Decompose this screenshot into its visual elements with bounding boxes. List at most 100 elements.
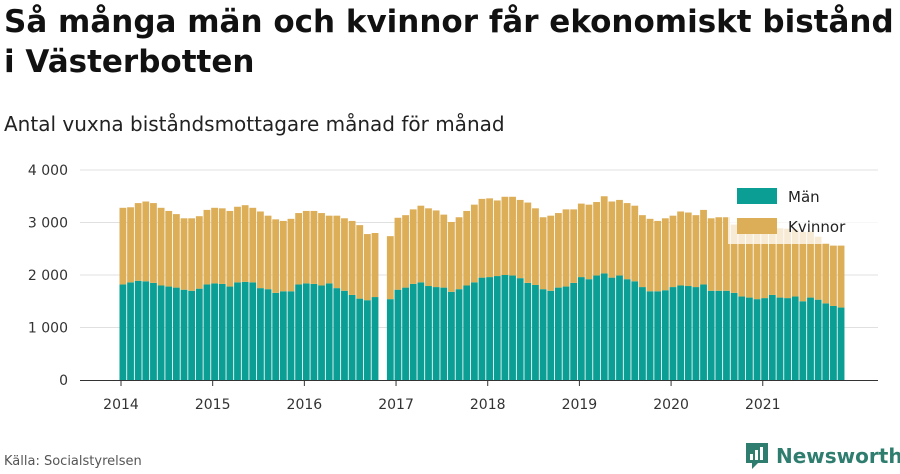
x-tick-label: 2020 — [653, 397, 689, 413]
bar-men-2014-09 — [180, 289, 188, 380]
bar-men-2014-11 — [195, 288, 203, 380]
bar-women-2014-04 — [142, 201, 150, 282]
bar-men-2016-10 — [371, 297, 379, 380]
x-tick-label: 2021 — [745, 397, 781, 413]
bar-men-2021-04 — [784, 298, 791, 380]
bar-women-2014-07 — [165, 210, 173, 287]
bar-women-2020-11 — [745, 227, 753, 298]
bar-women-2017-04 — [417, 205, 425, 283]
bar-women-2019-03 — [593, 202, 600, 276]
bar-women-2019-07 — [623, 203, 631, 280]
series-men-bars — [119, 273, 845, 380]
bar-women-2017-11 — [470, 204, 478, 283]
bar-men-2018-11 — [562, 286, 570, 380]
bar-women-2021-01 — [761, 227, 769, 299]
bar-men-2014-10 — [188, 290, 196, 380]
x-axis: 2014 2015 2016 2017 2018 2019 2020 2021 — [80, 380, 878, 413]
chart-subtitle: Antal vuxna biståndsmottagare månad för … — [4, 112, 505, 136]
bar-men-2014-03 — [134, 280, 142, 380]
bar-women-2021-09 — [822, 242, 830, 304]
bar-men-2017-11 — [470, 282, 478, 380]
bar-women-2014-01 — [119, 207, 127, 285]
legend-swatch-women — [737, 218, 777, 234]
bar-men-2014-06 — [157, 285, 165, 380]
bar-men-2021-10 — [830, 305, 837, 380]
bar-men-2017-09 — [455, 289, 463, 380]
bar-men-2018-12 — [570, 282, 578, 380]
bar-men-2015-02 — [218, 283, 226, 380]
bar-women-2016-12 — [386, 236, 394, 300]
bar-women-2017-09 — [455, 217, 463, 290]
bar-women-2018-07 — [532, 208, 539, 285]
bar-women-2015-09 — [272, 219, 280, 293]
y-tick-label: 0 — [59, 373, 68, 389]
bar-women-2017-08 — [448, 221, 455, 292]
bar-men-2015-05 — [241, 281, 249, 380]
bar-women-2020-04 — [692, 215, 700, 288]
bar-men-2019-10 — [646, 291, 654, 380]
bar-women-2020-07 — [715, 217, 723, 291]
bar-men-2018-09 — [547, 290, 555, 380]
bar-men-2015-12 — [295, 284, 303, 380]
bar-men-2016-06 — [341, 290, 348, 380]
bar-men-2019-02 — [585, 279, 593, 380]
bar-men-2021-09 — [822, 303, 830, 380]
bar-men-2014-08 — [172, 287, 180, 380]
bar-men-2020-08 — [723, 290, 730, 380]
bar-women-2020-12 — [753, 228, 761, 300]
bar-women-2020-08 — [723, 217, 730, 291]
y-tick-label: 3 000 — [28, 216, 68, 232]
bar-men-2018-01 — [486, 277, 494, 380]
bar-men-2020-02 — [677, 285, 685, 380]
bar-women-2021-03 — [776, 228, 784, 298]
bar-men-2020-09 — [730, 292, 738, 380]
bar-men-2017-05 — [425, 286, 432, 380]
bar-men-2020-12 — [753, 299, 761, 380]
bar-men-2020-04 — [692, 287, 700, 380]
bar-men-2015-09 — [272, 292, 280, 380]
bar-women-2021-04 — [784, 228, 791, 299]
bar-women-2015-01 — [211, 207, 218, 284]
bar-men-2020-05 — [700, 284, 707, 380]
bar-men-2014-12 — [203, 284, 211, 380]
bar-men-2015-04 — [234, 282, 241, 380]
bar-women-2021-08 — [814, 236, 822, 300]
bar-women-2021-10 — [830, 245, 837, 306]
bar-women-2016-01 — [302, 210, 310, 284]
bar-men-2021-11 — [837, 307, 845, 380]
newsworthy-logo-icon — [746, 443, 768, 469]
bar-women-2020-03 — [684, 212, 692, 287]
x-tick-label: 2018 — [470, 397, 506, 413]
bar-men-2015-11 — [287, 291, 295, 380]
bar-women-2017-02 — [402, 215, 409, 288]
bar-men-2015-10 — [279, 291, 287, 380]
bar-women-2014-08 — [172, 214, 180, 288]
bar-men-2014-01 — [119, 284, 127, 380]
bar-men-2021-05 — [791, 296, 799, 380]
bar-men-2019-06 — [616, 275, 623, 380]
bar-women-2017-12 — [478, 198, 486, 278]
bar-women-2016-09 — [363, 234, 371, 301]
bar-women-2015-10 — [279, 220, 287, 292]
bar-women-2020-01 — [669, 215, 677, 288]
bar-women-2017-01 — [394, 217, 402, 290]
bar-women-2014-05 — [150, 203, 157, 283]
bar-women-2020-06 — [707, 218, 715, 291]
bar-men-2020-01 — [669, 287, 677, 380]
bar-men-2021-07 — [807, 297, 814, 380]
bar-women-2015-04 — [234, 206, 241, 283]
bar-women-2019-09 — [639, 215, 646, 288]
x-tick-label: 2016 — [287, 397, 323, 413]
bar-women-2020-02 — [677, 211, 685, 286]
bar-men-2020-10 — [738, 296, 746, 380]
bar-men-2019-05 — [608, 277, 616, 380]
bar-women-2019-01 — [577, 203, 585, 278]
bar-men-2017-08 — [448, 291, 455, 380]
bar-women-2018-01 — [486, 198, 494, 278]
bar-men-2019-01 — [577, 277, 585, 380]
bar-men-2016-09 — [363, 300, 371, 380]
bar-women-2019-12 — [661, 218, 669, 291]
bar-women-2016-06 — [341, 218, 348, 291]
bar-men-2019-07 — [623, 279, 631, 380]
